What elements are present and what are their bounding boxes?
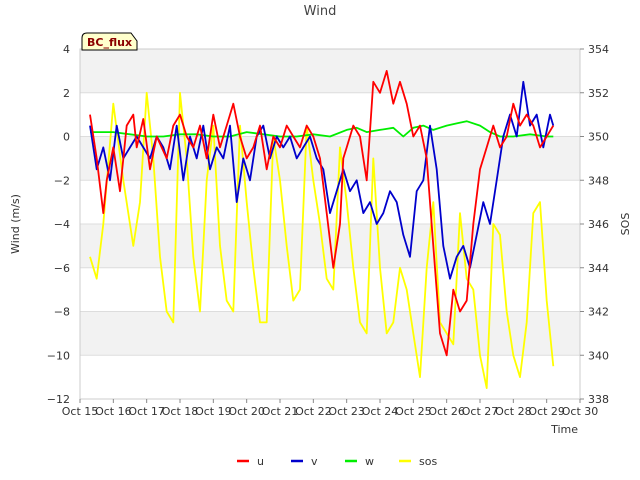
y-axis-left: 4 2 0 −2 −4 −6 −8 −10 −12 bbox=[47, 43, 70, 406]
y-tick-label: 4 bbox=[63, 43, 70, 56]
x-tick-label: Oct 27 bbox=[462, 405, 499, 418]
x-tick-label: Oct 21 bbox=[262, 405, 299, 418]
x-tick-label: Oct 25 bbox=[395, 405, 432, 418]
plot-band bbox=[80, 311, 580, 356]
chart-title: Wind bbox=[304, 4, 337, 19]
x-tick-label: Oct 28 bbox=[495, 405, 532, 418]
legend-label-sos: sos bbox=[419, 455, 437, 468]
plot-band bbox=[80, 136, 580, 181]
x-tick-label: Oct 18 bbox=[162, 405, 199, 418]
x-axis-title: Time bbox=[550, 423, 578, 436]
y-tick-label: −12 bbox=[47, 393, 70, 406]
y2-tick-label: 354 bbox=[588, 43, 609, 56]
series-line-u bbox=[89, 70, 555, 357]
series-line-sos bbox=[89, 91, 555, 390]
y-axis-title: Wind (m/s) bbox=[9, 194, 22, 254]
series-line-v bbox=[89, 80, 555, 280]
badge-label: BC_flux bbox=[87, 36, 132, 49]
badge-box bbox=[81, 32, 138, 51]
y2-axis-title: SOS bbox=[619, 213, 632, 236]
y2-tick-label: 342 bbox=[588, 306, 609, 319]
x-tick-label: Oct 16 bbox=[95, 405, 132, 418]
site-badge: BC_flux bbox=[81, 32, 138, 51]
series-layer bbox=[89, 70, 555, 390]
y-tick-label: −4 bbox=[54, 218, 70, 231]
y-tick-label: −10 bbox=[47, 349, 70, 362]
x-tick-label: Oct 30 bbox=[562, 405, 599, 418]
legend: u v w sos bbox=[237, 455, 437, 468]
x-tick-label: Oct 26 bbox=[428, 405, 465, 418]
y2-tick-label: 352 bbox=[588, 87, 609, 100]
y2-tick-label: 348 bbox=[588, 174, 609, 187]
y2-tick-label: 344 bbox=[588, 262, 609, 275]
x-tick-label: Oct 24 bbox=[362, 405, 399, 418]
x-tick-label: Oct 29 bbox=[528, 405, 565, 418]
x-tick-label: Oct 15 bbox=[62, 405, 99, 418]
y-tick-label: 2 bbox=[63, 87, 70, 100]
x-tick-label: Oct 19 bbox=[195, 405, 232, 418]
y-axis-right: 354 352 350 348 346 344 342 340 338 bbox=[580, 43, 609, 406]
y-tick-label: −2 bbox=[54, 174, 70, 187]
x-tick-label: Oct 22 bbox=[295, 405, 332, 418]
plot-band bbox=[80, 49, 580, 93]
x-tick-label: Oct 17 bbox=[128, 405, 165, 418]
y-tick-label: −8 bbox=[54, 306, 70, 319]
y2-tick-label: 338 bbox=[588, 393, 609, 406]
legend-label-v: v bbox=[311, 455, 318, 468]
legend-label-u: u bbox=[257, 455, 264, 468]
y2-tick-label: 346 bbox=[588, 218, 609, 231]
x-tick-label: Oct 20 bbox=[228, 405, 265, 418]
x-tick-label: Oct 23 bbox=[328, 405, 365, 418]
legend-label-w: w bbox=[365, 455, 374, 468]
y-tick-label: −6 bbox=[54, 262, 70, 275]
y-tick-label: 0 bbox=[63, 131, 70, 144]
y2-tick-label: 340 bbox=[588, 349, 609, 362]
y2-tick-label: 350 bbox=[588, 131, 609, 144]
